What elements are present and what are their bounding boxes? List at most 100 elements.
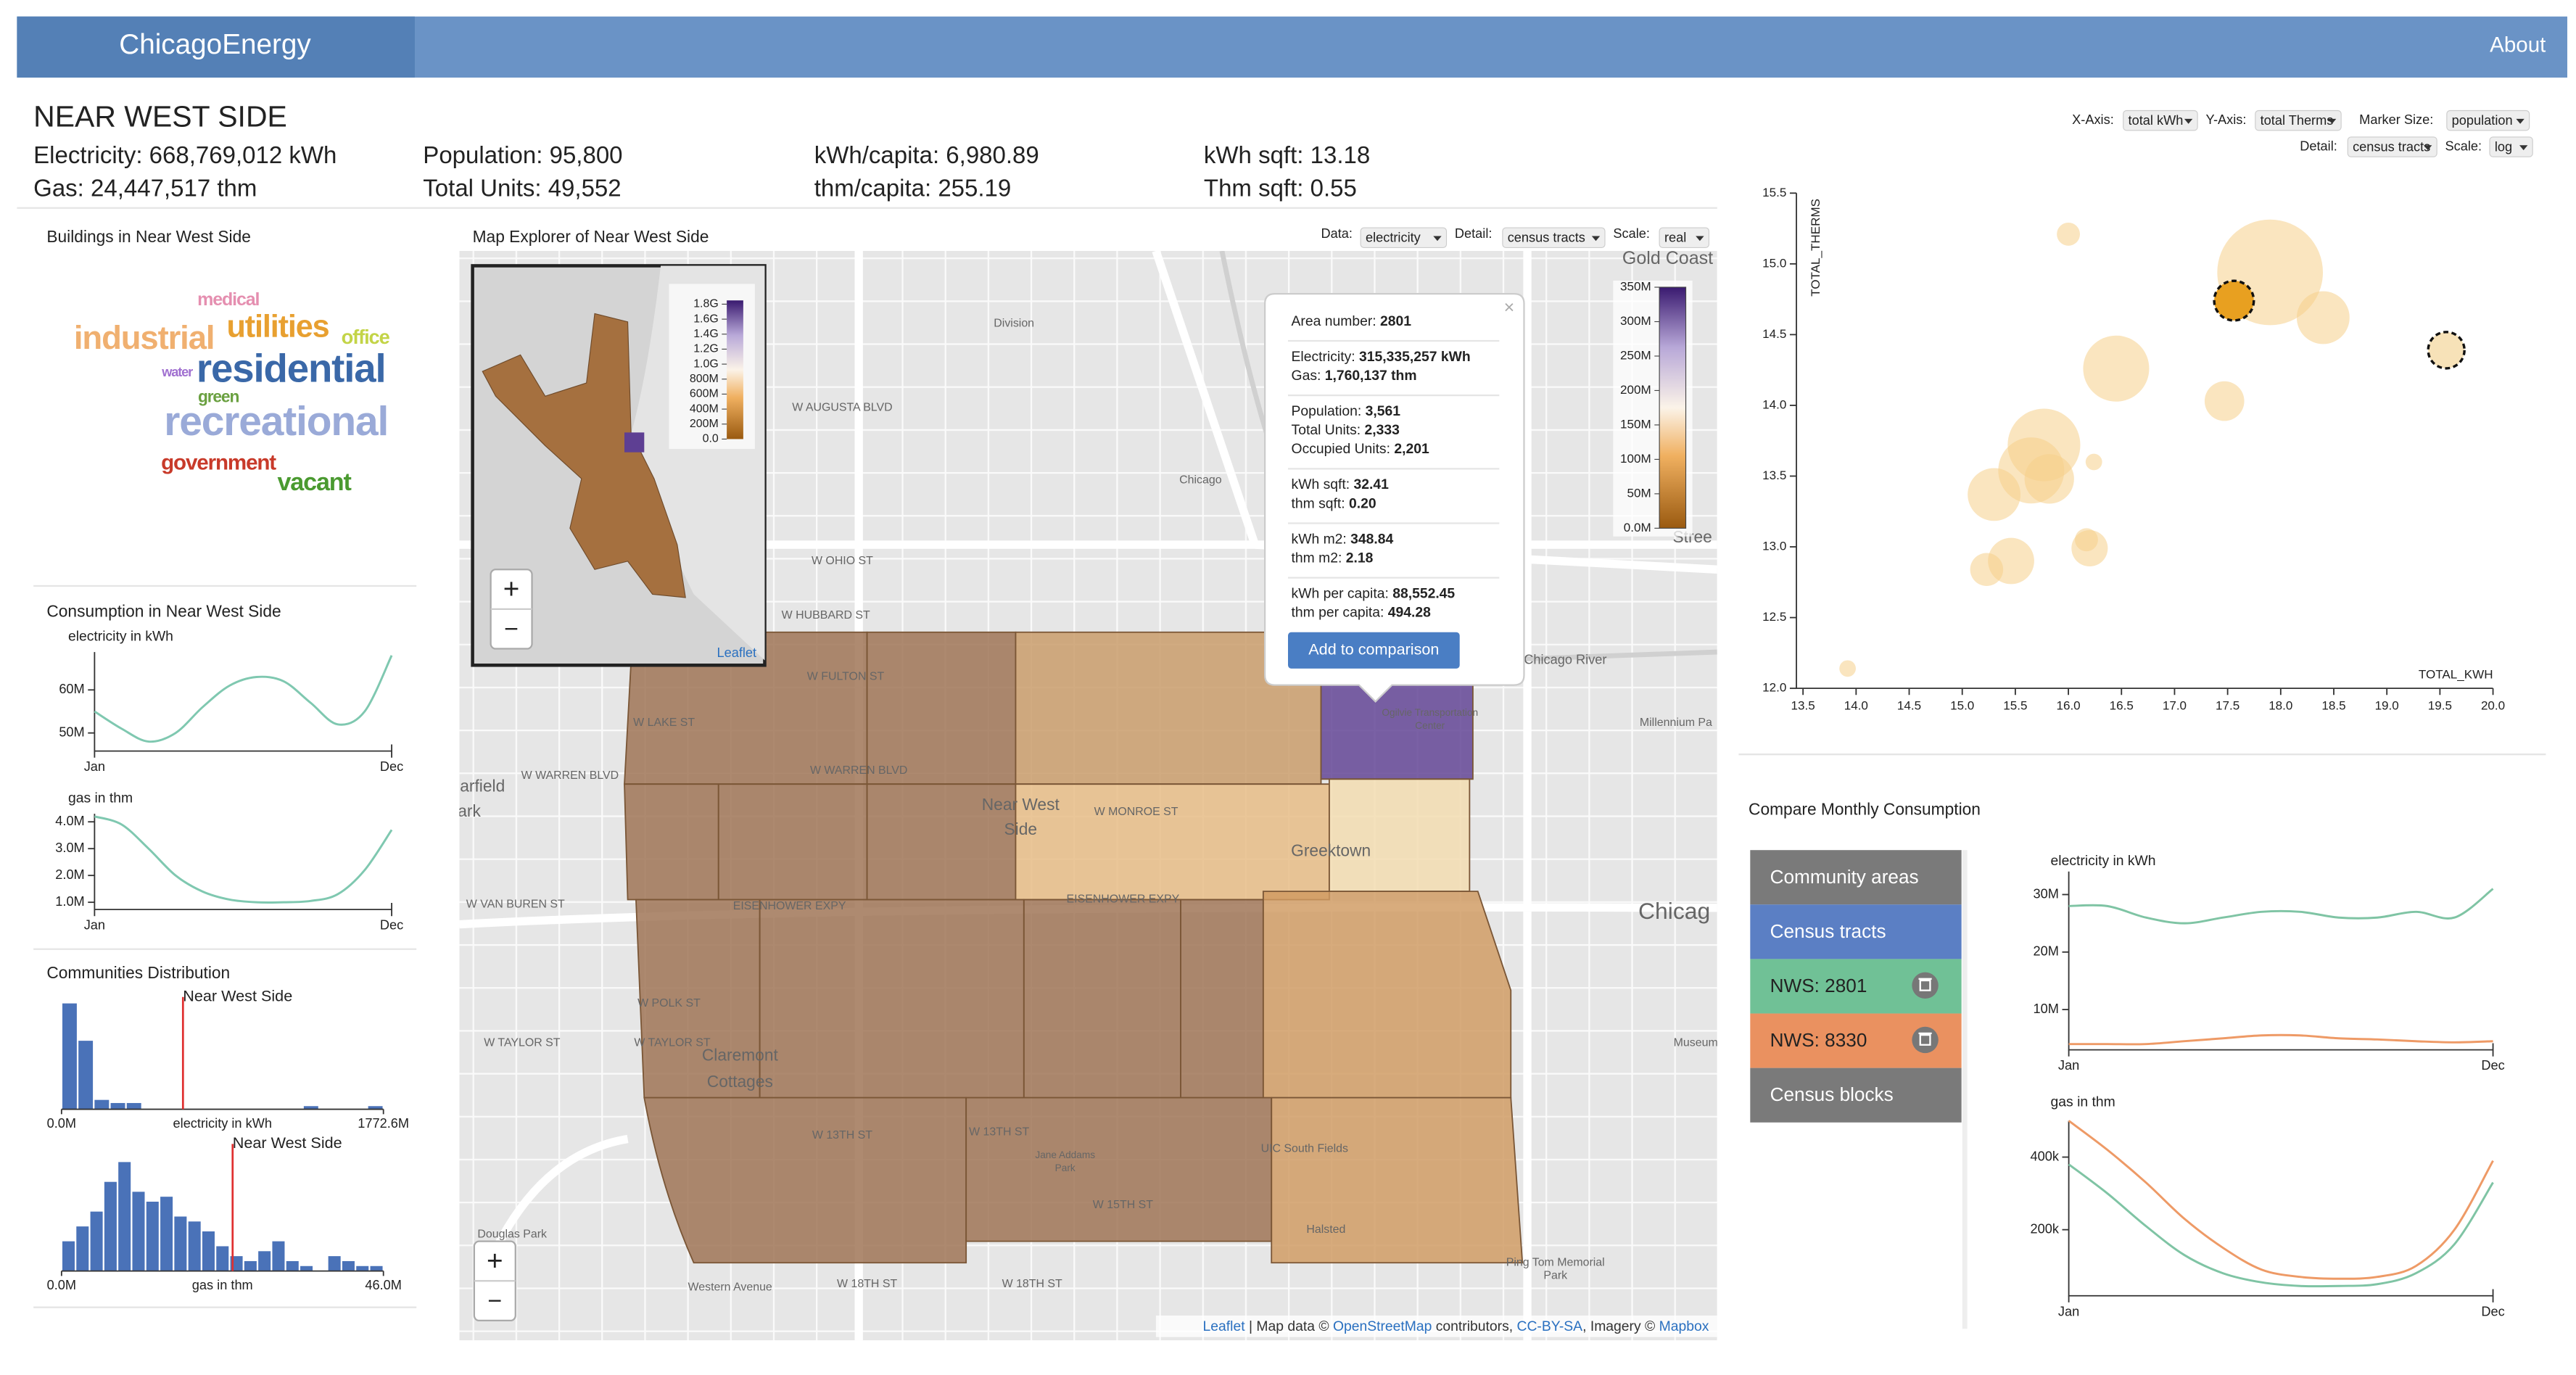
dropdown-value[interactable]: real [1664,231,1686,245]
bubble[interactable] [2296,291,2350,344]
popup-key: thm sqft: [1292,495,1349,511]
inset-attribution[interactable]: Leaflet [717,645,756,660]
dropdown-caret [2516,118,2525,124]
dropdown[interactable] [1502,227,1606,248]
map-label: W 18TH ST [1002,1278,1062,1290]
dropdown-caret [2184,118,2193,124]
y-tick-label: 12.0 [1762,681,1786,695]
bubble[interactable] [2083,335,2150,402]
bubble[interactable] [2085,453,2102,471]
x-tick-label: 15.5 [2003,699,2027,713]
map-label: W WARREN BLVD [521,769,619,782]
word[interactable]: office [342,326,391,348]
dropdown[interactable] [2255,110,2342,131]
compare-button-label[interactable]: Community areas [1770,866,1919,888]
word[interactable]: residential [197,347,387,391]
bubble[interactable] [1968,468,2021,521]
colorbar-label: 200M [1620,383,1651,397]
colorbar-label: 50M [1627,486,1651,500]
compare-button-label[interactable]: Census tracts [1770,920,1886,942]
chart-label: electricity in kWh [68,629,173,645]
y-tick-label: 14.5 [1762,327,1786,341]
dropdown-value[interactable]: census tracts [2353,140,2430,154]
dropdown[interactable] [2123,110,2198,131]
zoom-out[interactable]: − [487,1287,502,1315]
about-link[interactable]: About [2490,33,2546,57]
remove-icon[interactable] [1912,972,1939,999]
attribution-text: , Imagery © [1582,1318,1659,1334]
colorbar-label: 300M [1620,314,1651,328]
y-tick-label: 12.5 [1762,610,1786,624]
marker-label: Near West Side [233,1134,342,1152]
zoom-in[interactable]: + [487,1245,503,1276]
compare-button[interactable] [1750,1068,1962,1123]
dropdown-value[interactable]: electricity [1366,231,1421,245]
remove-icon[interactable] [1912,1026,1939,1054]
dropdown[interactable] [2446,110,2530,131]
compare-button-label[interactable]: NWS: 8330 [1770,1029,1867,1051]
histogram-bar [104,1181,117,1271]
dropdown[interactable] [1360,227,1448,248]
map-label: Chicag [1638,898,1710,924]
zoom-in[interactable]: + [503,574,520,605]
brand[interactable]: ChicagoEnergy [119,29,311,60]
area-title: NEAR WEST SIDE [33,100,287,133]
word[interactable]: recreational [164,398,389,445]
bubble[interactable] [2204,381,2245,421]
attribution-link[interactable]: Leaflet [1203,1318,1246,1334]
compare-button-label[interactable]: Census blocks [1770,1083,1894,1105]
attribution-link[interactable]: Mapbox [1659,1318,1709,1334]
popup: Add to comparison × Area number: 2801 Ele… [1263,293,1525,703]
tracts[interactable] [624,631,1524,1264]
bubble[interactable] [2213,279,2255,322]
dropdown[interactable] [2347,136,2437,157]
popup-line: thm per capita: 494.28 [1292,605,1432,621]
popup-close[interactable]: × [1504,297,1515,318]
word[interactable]: medical [197,289,260,310]
bubble[interactable] [2024,454,2074,504]
compare-button[interactable] [1750,850,1962,905]
map-label: W HUBBARD ST [782,609,870,622]
dropdown-value[interactable]: log [2495,140,2512,154]
bubble[interactable] [1970,553,2004,587]
word[interactable]: green [198,387,240,406]
dropdown-value[interactable]: total kWh [2129,113,2184,128]
dropdown-caret [2423,145,2432,151]
dropdown[interactable] [1659,227,1709,248]
bubble[interactable] [1839,660,1857,677]
brand-box[interactable] [17,16,415,78]
y-tick-label: 20M [2034,944,2059,959]
dropdown[interactable] [2489,136,2533,157]
map-label: EISENHOWER EXPY [1067,893,1180,906]
attribution-link[interactable]: OpenStreetMap [1333,1318,1432,1334]
colorbar-label: 0.0 [703,433,719,445]
add-button-label[interactable]: Add to comparison [1308,640,1439,658]
word[interactable]: vacant [277,468,352,496]
dropdown-value[interactable]: population [2452,113,2513,128]
word[interactable]: water [161,365,194,379]
inset-areas[interactable] [482,313,686,598]
dropdown-value[interactable]: total Therms [2261,113,2334,128]
bubble[interactable] [2075,528,2098,552]
add-button[interactable] [1288,632,1460,669]
histogram-bar [94,1099,110,1110]
map[interactable]: Gold Coast Division Chicago W AUGUSTA BLVD W… [458,248,1717,1341]
word[interactable]: utilities [226,309,329,344]
attribution-link[interactable]: CC-BY-SA [1517,1318,1583,1334]
dropdown-caret [1696,236,1704,241]
histogram-bar [110,1102,125,1110]
line-series [2068,1163,2494,1288]
dropdown-value[interactable]: census tracts [1508,231,1585,245]
word[interactable]: industrial [74,319,215,356]
popup-value: 2,333 [1365,422,1400,438]
bubble[interactable] [2057,222,2081,246]
bubble[interactable] [2427,331,2466,370]
popup-value: 348.84 [1350,531,1393,547]
inset-map[interactable] [471,264,767,667]
compare-button-label[interactable]: NWS: 2801 [1770,975,1867,996]
word[interactable]: government [161,450,277,474]
colorbar-label: 1.2G [693,343,719,355]
compare-button[interactable] [1750,904,1962,959]
zoom-out[interactable]: − [504,615,519,643]
